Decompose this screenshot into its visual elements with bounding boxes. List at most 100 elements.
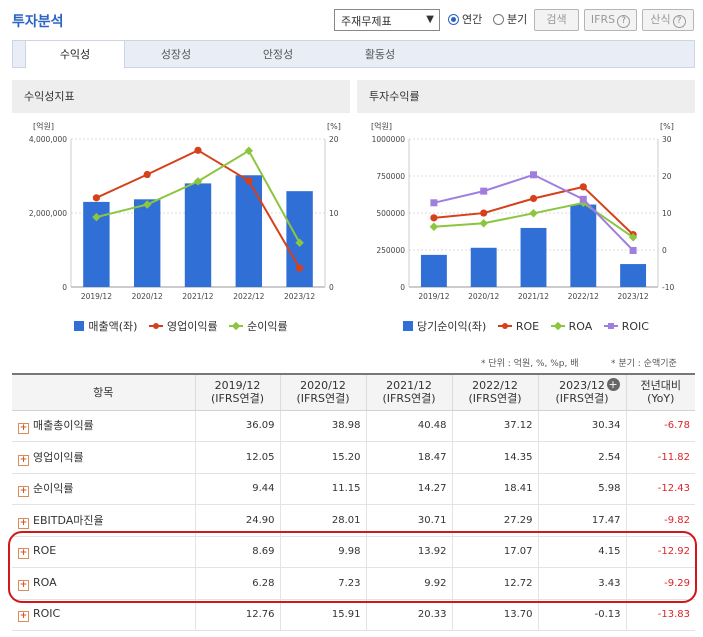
chart-title: 수익성지표 bbox=[12, 80, 350, 113]
analysis-tabs: 수익성 성장성 안정성 활동성 bbox=[12, 40, 695, 69]
data-point bbox=[579, 195, 587, 203]
value-cell: 37.12 bbox=[451, 410, 538, 442]
data-point bbox=[430, 214, 438, 222]
legend-item[interactable]: ROA bbox=[550, 320, 592, 333]
value-cell: 6.28 bbox=[194, 567, 280, 600]
legend-swatch bbox=[497, 321, 512, 331]
legend-swatch bbox=[74, 321, 85, 331]
data-point bbox=[480, 187, 488, 195]
radio-quarter-dot[interactable] bbox=[493, 13, 504, 25]
data-point bbox=[480, 209, 488, 217]
x-tick-label: 2021/12 bbox=[518, 292, 549, 301]
x-tick-label: 2020/12 bbox=[468, 292, 499, 301]
row-label: EBITDA마진율 bbox=[33, 513, 104, 527]
value-cell: 17.47 bbox=[537, 504, 626, 537]
x-tick-label: 2023/12 bbox=[284, 292, 315, 301]
tab-profitability[interactable]: 수익성 bbox=[25, 40, 125, 69]
radio-quarter[interactable]: 분기 bbox=[493, 11, 527, 27]
expand-icon[interactable]: + bbox=[18, 579, 29, 591]
row-label: 매출총이익률 bbox=[33, 419, 94, 433]
legend-item[interactable]: 당기순이익(좌) bbox=[403, 318, 486, 334]
value-cell: 2.54 bbox=[537, 441, 626, 474]
value-cell: 24.90 bbox=[194, 504, 280, 537]
expand-icon[interactable]: + bbox=[18, 548, 29, 560]
formula-button[interactable]: 산식? bbox=[642, 9, 694, 31]
value-cell: 18.41 bbox=[451, 473, 538, 505]
right-axis-unit: [%] bbox=[327, 122, 341, 131]
question-icon: ? bbox=[617, 15, 631, 28]
y-tick-label: 250000 bbox=[376, 246, 405, 255]
value-cell: 7.23 bbox=[279, 567, 366, 600]
value-cell: 18.47 bbox=[365, 441, 452, 474]
legend-label: 영업이익률 bbox=[166, 320, 218, 333]
value-cell: 12.05 bbox=[194, 441, 280, 474]
legend-item[interactable]: ROIC bbox=[603, 320, 649, 333]
radio-annual-dot[interactable] bbox=[448, 13, 459, 25]
column-header: 2021/12 (IFRS연결) bbox=[365, 373, 452, 411]
row-label-cell[interactable]: + ROIC bbox=[12, 599, 195, 631]
data-point bbox=[430, 199, 438, 207]
row-label-cell[interactable]: + EBITDA마진율 bbox=[12, 504, 195, 537]
legend-item[interactable]: 영업이익률 bbox=[148, 318, 218, 334]
table-row: + ROE 8.69 9.98 13.92 17.07 4.15 -12.92 bbox=[12, 536, 695, 568]
column-header: 항목 bbox=[12, 373, 195, 411]
tab-stability[interactable]: 안정성 bbox=[262, 48, 294, 61]
expand-icon[interactable]: + bbox=[18, 517, 29, 529]
value-cell: -0.13 bbox=[537, 599, 626, 631]
data-point bbox=[92, 212, 101, 222]
return-chart: [억원] [%] 1000000 750000 500000 250000 0 30 20 10 0… bbox=[371, 121, 674, 301]
x-tick-label: 2019/12 bbox=[81, 292, 112, 301]
y2-tick-label: 0 bbox=[329, 283, 334, 292]
y-tick-label: 750000 bbox=[376, 172, 405, 181]
profitability-table: 항목 2019/12 (IFRS연결) 2020/12 (IFRS연결) 2021/… bbox=[12, 373, 695, 631]
chevron-down-icon: ▼ bbox=[426, 14, 434, 25]
row-label-cell[interactable]: + 순이익률 bbox=[12, 473, 195, 505]
data-point bbox=[193, 177, 203, 186]
page-title: 투자분석 bbox=[12, 14, 64, 30]
legend-label: 매출액(좌) bbox=[88, 320, 138, 333]
legend-swatch bbox=[550, 321, 565, 331]
value-cell: 4.15 bbox=[537, 536, 626, 568]
bar bbox=[520, 227, 547, 287]
data-point bbox=[529, 209, 538, 218]
statement-select[interactable]: 주재무제표 ▼ bbox=[334, 9, 440, 31]
bar bbox=[470, 247, 497, 287]
data-point bbox=[296, 264, 304, 272]
legend-item[interactable]: 순이익률 bbox=[229, 318, 288, 334]
y-tick-label: 4,000,000 bbox=[29, 135, 67, 144]
legend-item[interactable]: ROE bbox=[497, 320, 539, 333]
column-header: 2020/12 (IFRS연결) bbox=[279, 373, 366, 411]
legend-item[interactable]: 매출액(좌) bbox=[74, 318, 137, 334]
expand-icon[interactable]: + bbox=[18, 486, 29, 498]
radio-annual[interactable]: 연간 bbox=[448, 11, 482, 27]
value-cell: 28.01 bbox=[279, 504, 366, 537]
value-cell: 13.92 bbox=[365, 536, 452, 568]
legend-swatch bbox=[403, 321, 414, 331]
expand-icon[interactable]: + bbox=[18, 423, 29, 435]
value-cell: 30.71 bbox=[365, 504, 452, 537]
yoy-cell: -6.78 bbox=[625, 410, 695, 442]
left-axis-unit: [억원] bbox=[33, 121, 54, 131]
ifrs-button[interactable]: IFRS? bbox=[584, 9, 637, 31]
data-point bbox=[194, 146, 202, 154]
row-label-cell[interactable]: + 영업이익률 bbox=[12, 441, 195, 474]
x-tick-label: 2019/12 bbox=[418, 292, 449, 301]
value-cell: 13.70 bbox=[451, 599, 538, 631]
row-label-cell[interactable]: + ROE bbox=[12, 536, 195, 568]
row-label-cell[interactable]: + 매출총이익률 bbox=[12, 410, 195, 442]
search-button[interactable]: 검색 bbox=[534, 9, 579, 31]
add-column-icon[interactable]: + bbox=[606, 378, 620, 391]
value-cell: 14.35 bbox=[451, 441, 538, 474]
table-row: + EBITDA마진율 24.90 28.01 30.71 27.29 17.47 -9.82 bbox=[12, 504, 695, 537]
expand-icon[interactable]: + bbox=[18, 611, 29, 623]
row-label-cell[interactable]: + ROA bbox=[12, 567, 195, 600]
value-cell: 9.98 bbox=[279, 536, 366, 568]
expand-icon[interactable]: + bbox=[18, 454, 29, 466]
column-header: 전년대비 (YoY) bbox=[625, 373, 695, 411]
statement-select-value: 주재무제표 bbox=[341, 15, 392, 28]
tab-growth[interactable]: 성장성 bbox=[160, 48, 192, 61]
yoy-cell: -9.29 bbox=[625, 567, 695, 600]
tab-activity[interactable]: 활동성 bbox=[364, 48, 396, 61]
data-point bbox=[244, 146, 254, 156]
value-cell: 9.44 bbox=[194, 473, 280, 505]
